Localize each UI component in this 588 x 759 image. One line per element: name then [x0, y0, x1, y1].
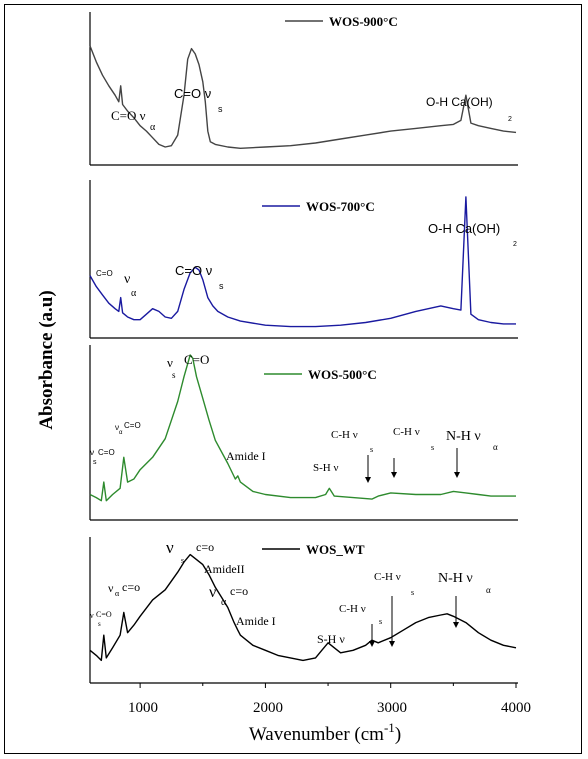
annotation-oh-caoh: O-H Ca(OH) [428, 221, 500, 236]
annotation-co: C=O [96, 610, 112, 619]
annotation-arrows [365, 448, 460, 647]
annotation-subscript: 2 [508, 116, 512, 123]
annotation-co: C=O [124, 421, 141, 430]
annotation-nu: ν [90, 611, 94, 620]
x-axis-label: Wavenumber (cm-1) [249, 720, 401, 745]
annotation-amide-i: Amide I [226, 449, 266, 463]
annotation-nu: ν [166, 538, 174, 557]
annotation-co: c=o [230, 584, 248, 598]
annotation-co: c=o [196, 540, 214, 554]
x-tick-label: 2000 [253, 700, 283, 716]
arrow-head [389, 641, 395, 647]
annotation-subscript: α [119, 430, 123, 436]
legend-label: WOS_WT [306, 542, 365, 557]
legend-label: WOS-700°C [306, 199, 375, 214]
annotations-wos-700: C=O ν α C=O ν s O-H Ca(OH) 2 [96, 221, 517, 299]
series-line [89, 553, 517, 662]
panel-wos-wt: WOS_WT [89, 537, 518, 688]
annotation-ch-nu: C-H ν [339, 603, 366, 615]
annotation-subscript: s [93, 459, 97, 466]
annotation-subscript: α [150, 122, 156, 133]
series-line [89, 354, 516, 502]
annotation-subscript: s [379, 617, 382, 626]
x-tick-label: 4000 [501, 700, 531, 716]
annotation-ch-nu: C-H ν [331, 429, 358, 441]
annotation-subscript: α [493, 442, 498, 452]
panel-wos-900: WOS-900°C [89, 12, 518, 166]
annotation-subscript: α [221, 597, 227, 608]
arrow-head [454, 472, 460, 478]
legend-label: WOS-900°C [329, 14, 398, 29]
annotations-wos-500: ν s C=O ν s C=O ν α C=O Amide I S-H ν C-… [90, 352, 498, 474]
arrow-head [365, 477, 371, 483]
annotation-nu: ν [124, 272, 130, 287]
annotation-sh-nu: S-H ν [313, 462, 338, 474]
annotation-nu: ν [167, 355, 173, 370]
annotation-subscript: s [370, 445, 373, 454]
annotation-subscript: s [219, 281, 224, 291]
annotation-co: C=O [98, 448, 115, 457]
x-tick-label: 3000 [377, 700, 407, 716]
annotation-amide-ii: AmideII [204, 562, 245, 576]
annotation-subscript: s [172, 370, 176, 380]
annotation-subscript: s [98, 620, 101, 628]
annotation-nu: ν [108, 581, 114, 595]
arrow-head [369, 641, 375, 647]
legend-label: WOS-500°C [308, 367, 377, 382]
annotations-wos-wt: ν s C=O ν α c=o ν s c=o AmideII ν α c=o … [90, 538, 491, 646]
annotation-ch-nu: C-H ν [393, 426, 420, 438]
annotation-subscript: α [486, 585, 491, 595]
annotation-subscript: α [115, 589, 120, 598]
annotation-co: C=O [96, 269, 113, 278]
annotation-amide-i: Amide I [236, 614, 276, 628]
series-line [89, 196, 516, 328]
annotation-co-nu-alpha: C=O ν [111, 108, 146, 123]
annotation-subscript: s [218, 104, 223, 114]
annotation-subscript: s [181, 556, 184, 565]
panel-wos-500: WOS-500°C [89, 345, 518, 521]
annotation-subscript: s [411, 588, 414, 597]
annotation-co: C=O [184, 352, 209, 367]
annotation-nu: ν [209, 584, 216, 601]
panel-wos-700: WOS-700°C [89, 180, 518, 339]
annotation-sh-nu: S-H ν [317, 632, 345, 646]
arrow-head [453, 622, 459, 628]
annotation-nu: ν [90, 448, 94, 457]
annotation-oh-caoh: O-H Ca(OH) [426, 95, 493, 109]
annotation-ch-nu: C-H ν [374, 571, 401, 583]
annotation-co-nu-s: C=O ν [175, 263, 212, 278]
x-tick-label: 1000 [128, 700, 158, 716]
annotation-nh-nu: N-H ν [438, 571, 473, 586]
y-axis-label: Absorbance (a.u) [36, 290, 57, 429]
annotations-wos-900: C=O ν α C=O ν s O-H Ca(OH) 2 [111, 86, 512, 133]
annotation-nu: ν [115, 423, 119, 432]
arrow-head [391, 472, 397, 478]
annotation-subscript: s [431, 443, 434, 452]
annotation-subscript: α [131, 288, 137, 299]
series-line [89, 45, 517, 149]
annotation-co-nu-s: C=O ν [174, 86, 211, 101]
figure-frame [4, 4, 582, 754]
annotation-co: c=o [122, 580, 140, 594]
annotation-nh-nu: N-H ν [446, 429, 481, 444]
annotation-subscript: 2 [513, 241, 517, 248]
